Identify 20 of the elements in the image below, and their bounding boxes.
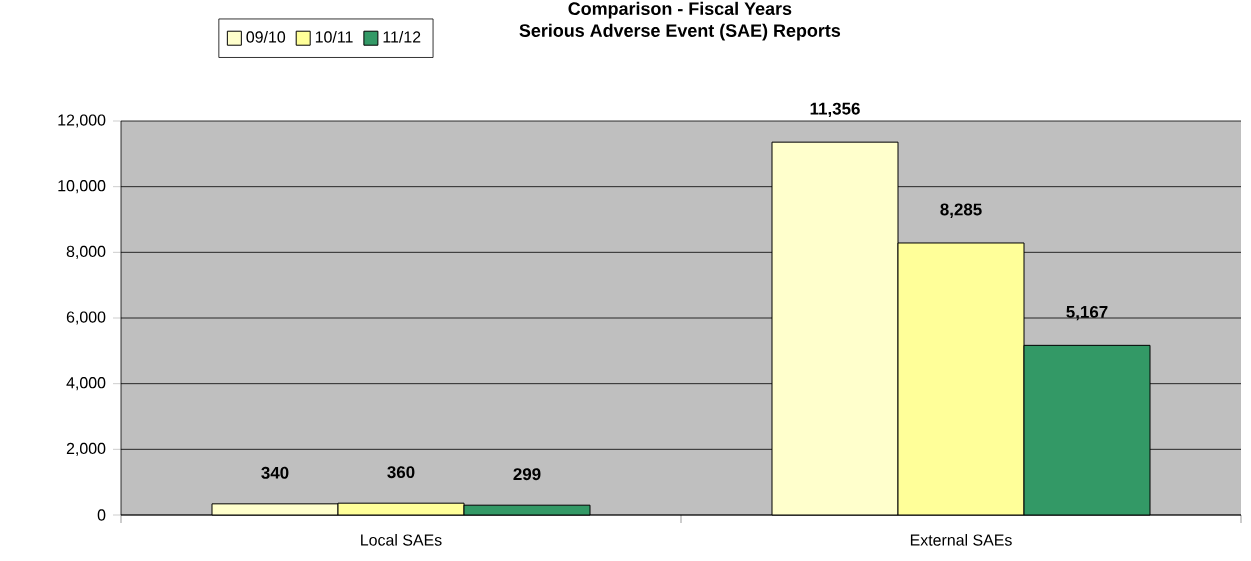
data-label: 11,356 <box>810 102 860 118</box>
y-tick-label: 8,000 <box>66 245 106 259</box>
legend-label: 09/10 <box>246 30 286 43</box>
y-tick-label: 2,000 <box>66 442 106 456</box>
data-label: 299 <box>513 468 541 481</box>
x-tick-label: Local SAEs <box>361 534 442 546</box>
data-label: 5,167 <box>1066 305 1108 321</box>
y-tick-label: 12,000 <box>58 114 106 128</box>
y-tick-label: 10,000 <box>58 180 106 194</box>
data-label: 360 <box>387 466 415 479</box>
y-tick-label: 4,000 <box>66 377 106 391</box>
y-tick-label: 0 <box>97 509 106 521</box>
chart-subtitle: Serious Adverse Event (SAE) Reports <box>519 23 841 41</box>
data-label: 8,285 <box>940 203 982 218</box>
legend-label: 10/11 <box>315 30 353 43</box>
data-label: 340 <box>261 466 289 479</box>
chart-title: Comparison - Fiscal Years <box>568 1 792 19</box>
x-tick-label: External SAEs <box>910 534 1012 546</box>
legend-label: 11/12 <box>383 30 421 43</box>
y-tick-label: 6,000 <box>66 311 106 325</box>
